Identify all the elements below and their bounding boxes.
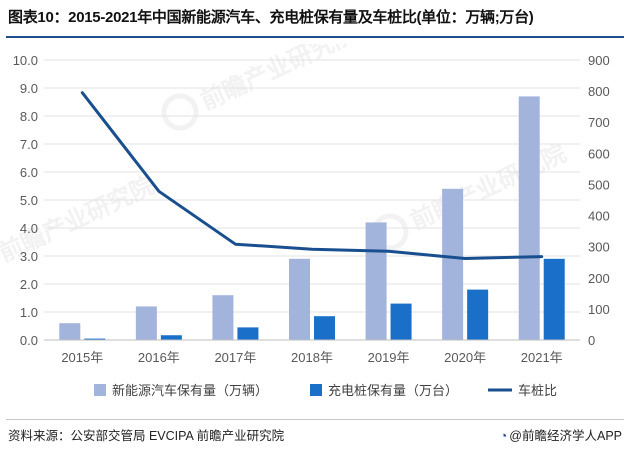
x-tick-label: 2015年	[61, 350, 103, 365]
y-right-tick-label: 100	[588, 302, 610, 317]
y-left-tick-label: 1.0	[20, 305, 38, 320]
legend-charger-label: 充电桩保有量（万台）	[328, 383, 458, 398]
x-tick-label: 2016年	[138, 350, 180, 365]
watermark-text-1: 前瞻产业研究院	[196, 44, 360, 115]
brand-text: @前瞻经济学人APP	[509, 429, 622, 443]
y-left-tick-label: 7.0	[20, 137, 38, 152]
watermarks: 前瞻产业研究院 前瞻产业研究院 前瞻产业研究院	[0, 44, 570, 268]
y-right-tick-label: 200	[588, 271, 610, 286]
bar-charger	[390, 303, 412, 340]
y-left-tick-label: 5.0	[20, 193, 38, 208]
bar-ev	[289, 258, 310, 340]
y-right-tick-label: 300	[588, 240, 610, 255]
y-right-tick-label: 900	[588, 53, 610, 68]
bar-ev	[59, 323, 81, 340]
ratio-line-group	[80, 91, 544, 260]
bar-charger	[314, 316, 335, 340]
y-right-tick-label: 500	[588, 177, 610, 192]
brand-label: ◔ @前瞻经济学人APP	[500, 425, 622, 444]
x-tick-label: 2019年	[368, 350, 410, 365]
bar-ev	[135, 306, 157, 340]
y-left-tick-label: 0.0	[20, 333, 38, 348]
brand-logo-icon: ◔	[499, 429, 508, 443]
y-right-tick-label: 700	[588, 115, 610, 130]
legend-charger-swatch	[310, 384, 322, 396]
y-right-tick-label: 400	[588, 209, 610, 224]
y-left-tick-label: 8.0	[20, 109, 38, 124]
y-left-tick-label: 4.0	[20, 221, 38, 236]
y-right-tick-label: 600	[588, 146, 610, 161]
x-tick-label: 2021年	[521, 350, 563, 365]
bar-charger	[237, 327, 259, 340]
y-left-tick-label: 9.0	[20, 81, 38, 96]
left-axis: 0.0 1.0 2.0 3.0 4.0 5.0 6.0 7.0 8.0 9.0 10.0	[13, 53, 38, 348]
bar-ev	[442, 188, 464, 340]
bar-ev	[365, 222, 387, 340]
bar-charger	[467, 289, 489, 340]
y-left-tick-label: 3.0	[20, 249, 38, 264]
watermark-text-2: 前瞻产业研究院	[406, 139, 570, 235]
watermark-logo-1: 前瞻产业研究院	[161, 44, 360, 131]
bar-charger	[160, 335, 182, 340]
right-axis: 0 100 200 300 400 500 600 700 800 900	[588, 53, 610, 348]
y-right-tick-label: 800	[588, 84, 610, 99]
y-left-tick-label: 10.0	[13, 53, 38, 68]
bar-ev	[212, 295, 234, 340]
y-left-tick-label: 2.0	[20, 277, 38, 292]
bar-charger	[543, 258, 565, 340]
x-tick-label: 2020年	[444, 350, 486, 365]
footer-divider	[6, 419, 624, 420]
legend-ev-swatch	[94, 384, 106, 396]
chart-area: 前瞻产业研究院 前瞻产业研究院 前瞻产业研究院 0.0 1.0 2.0 3.0 4.0 5…	[0, 44, 610, 398]
source-note: 资料来源：公安部交管局 EVCIPA 前瞻产业研究院	[8, 429, 285, 443]
bar-charger	[84, 338, 106, 340]
title-divider	[6, 36, 624, 38]
y-left-tick-label: 6.0	[20, 165, 38, 180]
x-tick-label: 2017年	[214, 350, 256, 365]
bars	[59, 96, 565, 341]
bar-ev	[518, 96, 540, 341]
x-axis: 2015年 2016年 2017年 2018年 2019年 2020年 2021年	[44, 339, 580, 365]
legend-ratio-label: 车桩比	[518, 383, 557, 398]
chart-title: 图表10：2015-2021年中国新能源汽车、充电桩保有量及车桩比(单位：万辆;…	[8, 9, 534, 26]
y-right-tick-label: 0	[588, 333, 595, 348]
legend-ev-label: 新能源汽车保有量（万辆）	[112, 383, 268, 398]
legend: 新能源汽车保有量（万辆） 充电桩保有量（万台） 车桩比	[94, 383, 557, 398]
ratio-line	[80, 91, 544, 260]
x-tick-label: 2018年	[291, 350, 333, 365]
watermark-logo-2: 前瞻产业研究院	[371, 139, 570, 251]
grid	[44, 59, 580, 341]
